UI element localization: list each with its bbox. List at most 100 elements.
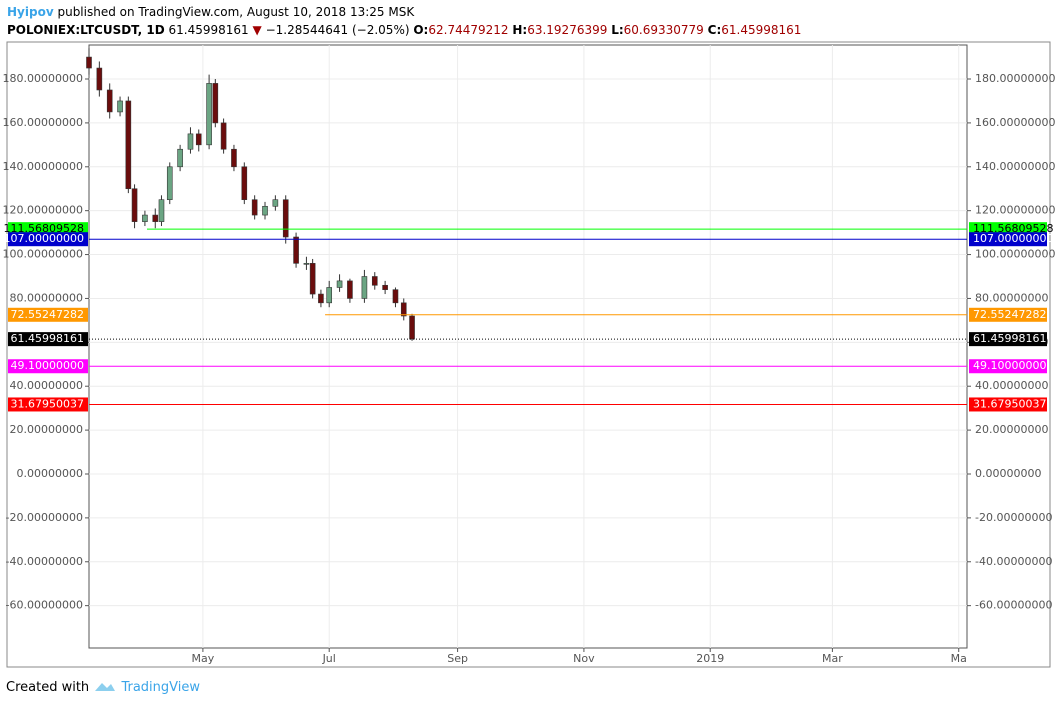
- y-tick-label: 0.00000000: [17, 467, 83, 480]
- c: 61.45998161: [721, 23, 802, 37]
- level-tag: [969, 332, 1047, 347]
- x-tick-label: Nov: [573, 652, 595, 665]
- candle-body: [309, 263, 316, 295]
- candle-body: [361, 276, 368, 299]
- level-tag: [8, 397, 88, 412]
- l-label: L:: [611, 23, 624, 37]
- level-label: 72.55247282: [11, 308, 84, 321]
- y-tick-label: 40.00000000: [10, 379, 83, 392]
- candle-body: [117, 100, 123, 113]
- candle-body: [142, 214, 148, 222]
- candle-body: [400, 302, 407, 317]
- ohlc-line: POLONIEX:LTCUSDT, 1D 61.45998161 ▼ −1.28…: [7, 21, 801, 39]
- level-tag: [8, 307, 88, 322]
- y-tick-label: 120.00000000: [975, 204, 1055, 217]
- candle-body: [177, 148, 183, 168]
- c-label: C:: [707, 23, 722, 37]
- y-tick-label: 20.00000000: [975, 423, 1048, 436]
- candle-body: [131, 188, 138, 222]
- y-tick-label: 20.00000000: [10, 423, 83, 436]
- candle-body: [293, 236, 299, 264]
- x-tick-label: Mar: [822, 652, 843, 665]
- candle-body: [212, 83, 219, 124]
- candle-body: [392, 289, 399, 304]
- y-tick-label: -20.00000000: [6, 511, 83, 524]
- candle-body: [220, 122, 227, 150]
- y-tick-label: 100.00000000: [3, 248, 83, 261]
- level-label: 61.45998161: [973, 332, 1046, 345]
- level-tag: [969, 232, 1047, 247]
- candle-body: [371, 276, 378, 286]
- header: Hyipov published on TradingView.com, Aug…: [7, 3, 801, 39]
- y-tick-label: 180.00000000: [975, 72, 1055, 85]
- logo: [95, 683, 116, 691]
- level-tag: [8, 332, 88, 347]
- level-label: 107.00000000: [4, 232, 84, 245]
- level-label: 111.56809528: [4, 222, 84, 235]
- y-tick-label: -60.00000000: [975, 599, 1052, 612]
- candle-body: [282, 199, 289, 238]
- o: 62.74479212: [428, 23, 509, 37]
- change: −1.28544641 (−2.05%): [265, 23, 410, 37]
- level-label: 61.45998161: [11, 332, 84, 345]
- plot-area: [88, 44, 968, 649]
- x-tick-label: May: [192, 652, 215, 665]
- candle-body: [272, 199, 279, 207]
- footer: Created with TradingView: [6, 677, 200, 695]
- y-tick-label: -20.00000000: [975, 511, 1052, 524]
- candle-body: [166, 166, 173, 200]
- level-tag: [8, 359, 88, 374]
- y-tick-label: 80.00000000: [10, 291, 83, 304]
- level-tag: [969, 359, 1047, 374]
- level-label: 107.00000000: [973, 232, 1053, 245]
- candle-body: [262, 205, 268, 216]
- author[interactable]: Hyipov: [7, 5, 54, 19]
- symbol: POLONIEX:LTCUSDT, 1D: [7, 23, 165, 37]
- candle-body: [318, 293, 324, 304]
- y-tick-label: -40.00000000: [975, 555, 1052, 568]
- x-tick-label: Ma: [951, 652, 967, 665]
- candle-body: [106, 89, 113, 113]
- candle-body: [326, 287, 333, 304]
- l: 60.69330779: [623, 23, 704, 37]
- x-tick-label: Jul: [322, 652, 336, 665]
- y-tick-label: 180.00000000: [3, 72, 83, 85]
- candle-body: [303, 263, 310, 265]
- y-tick-label: -60.00000000: [6, 599, 83, 612]
- candle-body: [206, 83, 212, 146]
- y-tick-label: 0.00000000: [975, 467, 1041, 480]
- candle-body: [195, 133, 202, 146]
- level-label: 72.55247282: [973, 308, 1046, 321]
- y-tick-label: 120.00000000: [3, 204, 83, 217]
- y-tick-label: 80.00000000: [975, 291, 1048, 304]
- candle-body: [187, 133, 194, 150]
- brand[interactable]: TradingView: [121, 680, 200, 695]
- candle-body: [152, 214, 159, 222]
- candle-body: [382, 284, 388, 290]
- frame: [6, 41, 1051, 668]
- y-tick-label: -40.00000000: [6, 555, 83, 568]
- level-tag: [8, 232, 88, 247]
- created-with: Created with: [6, 680, 90, 695]
- x-tick-label: Sep: [447, 652, 468, 665]
- y-tick-label: 140.00000000: [3, 160, 83, 173]
- level-label: 49.10000000: [11, 359, 84, 372]
- candle-body: [347, 280, 353, 299]
- level-label: 31.67950037: [973, 397, 1046, 410]
- level-label: 49.10000000: [973, 359, 1046, 372]
- candle-body: [125, 100, 132, 190]
- candle-body: [336, 280, 343, 288]
- y-tick-label: 160.00000000: [975, 116, 1055, 129]
- candle-body: [231, 148, 237, 168]
- level-tag: [969, 397, 1047, 412]
- level-label: 111.56809528: [973, 222, 1053, 235]
- y-tick-label: 100.00000000: [975, 248, 1055, 261]
- h-label: H:: [512, 23, 528, 37]
- h: 63.19276399: [527, 23, 608, 37]
- candle-body: [96, 67, 103, 91]
- candle-body: [158, 199, 165, 222]
- level-label: 31.67950037: [11, 397, 84, 410]
- x-tick-label: 2019: [696, 652, 724, 665]
